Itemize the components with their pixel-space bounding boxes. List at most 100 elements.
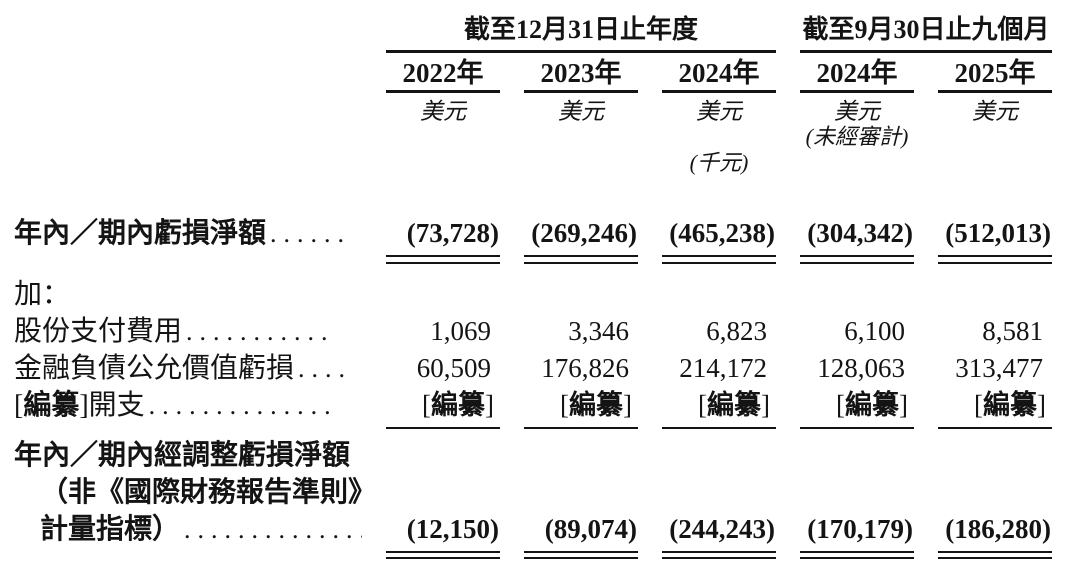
value-cell bbox=[362, 276, 500, 313]
table-row: 加： bbox=[14, 276, 1080, 313]
row-label: 計量指標）.............. bbox=[14, 511, 362, 560]
scale-note-cell: (千元) bbox=[638, 151, 776, 175]
unit-cell: 美元 bbox=[776, 99, 914, 125]
value-cell: 3,346 bbox=[500, 313, 638, 350]
row-label-part: [ bbox=[14, 389, 24, 421]
audit-note-cell: (未經審計) bbox=[776, 125, 914, 149]
leader-dots: .............. bbox=[148, 390, 338, 420]
row-label-part: 編纂 bbox=[23, 389, 80, 421]
column-year: 2025年 bbox=[938, 60, 1052, 94]
cell-value: 214,172 bbox=[679, 352, 767, 383]
cell-value: (244,243) bbox=[669, 513, 775, 544]
column-unit: 美元 bbox=[696, 99, 742, 125]
cell-value: 8,581 bbox=[982, 315, 1043, 346]
value-cell bbox=[776, 437, 914, 474]
table-row: [編纂]開支.............. [編纂] [編纂] [編纂] [編纂] [編纂] bbox=[14, 387, 1080, 429]
year-cell: 2024年 bbox=[638, 60, 776, 94]
value-cell bbox=[776, 474, 914, 511]
double-rule bbox=[386, 255, 500, 264]
column-unit: 美元 bbox=[834, 99, 880, 125]
year-cell: 2025年 bbox=[914, 60, 1052, 94]
value-cell bbox=[914, 437, 1052, 474]
value-cell: [編纂] bbox=[638, 387, 776, 429]
column-group-label: 截至9月30日止九個月 bbox=[800, 14, 1052, 54]
table-row: 計量指標）.............. (12,150) (89,074) (244,… bbox=[14, 511, 1080, 560]
value-cell: (12,150) bbox=[362, 511, 500, 560]
scale-note-cell bbox=[776, 151, 914, 175]
value-cell bbox=[914, 276, 1052, 313]
single-rule bbox=[386, 426, 500, 429]
value-cell bbox=[500, 437, 638, 474]
double-rule bbox=[800, 550, 914, 560]
double-rule bbox=[800, 255, 914, 264]
row-label: （非《國際財務報告準則》 bbox=[14, 474, 362, 511]
row-label: 金融負債公允價值虧損.... bbox=[14, 350, 362, 387]
table-row: （非《國際財務報告準則》 bbox=[14, 474, 1080, 511]
cell-value: 6,823 bbox=[706, 315, 767, 346]
value-cell: 1,069 bbox=[362, 313, 500, 350]
column-year: 2022年 bbox=[386, 60, 500, 94]
row-label-part: （非《國際財務報告準則》 bbox=[40, 476, 362, 508]
redacted-text: 編纂 bbox=[845, 389, 899, 420]
cell-value: [編纂] bbox=[836, 389, 908, 420]
value-cell: 60,509 bbox=[362, 350, 500, 387]
unit-cell: 美元 bbox=[362, 99, 500, 125]
row-label: 股份支付費用........... bbox=[14, 313, 362, 350]
year-cell: 2024年 bbox=[776, 60, 914, 94]
value-cell bbox=[362, 474, 500, 511]
value-cell: (73,728) bbox=[362, 215, 500, 264]
double-rule bbox=[662, 550, 776, 560]
value-cell bbox=[914, 474, 1052, 511]
value-cell: 176,826 bbox=[500, 350, 638, 387]
table-row: 股份支付費用........... 1,069 3,346 6,823 6,100 8,5… bbox=[14, 313, 1080, 350]
row-label-part: 股份支付費用 bbox=[14, 315, 183, 347]
double-rule bbox=[386, 550, 500, 560]
cell-value: (170,179) bbox=[807, 513, 913, 544]
header-spacer bbox=[14, 125, 362, 149]
cell-value: 3,346 bbox=[568, 315, 629, 346]
column-group-header: 截至12月31日止年度 bbox=[362, 14, 776, 54]
column-unit: 美元 bbox=[420, 99, 466, 125]
column-unit: 美元 bbox=[972, 99, 1018, 125]
single-rule bbox=[938, 426, 1052, 429]
single-rule bbox=[524, 426, 638, 429]
cell-value: (89,074) bbox=[544, 513, 637, 544]
value-cell bbox=[500, 474, 638, 511]
value-cell: 6,100 bbox=[776, 313, 914, 350]
year-cell: 2023年 bbox=[500, 60, 638, 94]
value-cell: (465,238) bbox=[638, 215, 776, 264]
value-cell: 128,063 bbox=[776, 350, 914, 387]
year-cell: 2022年 bbox=[362, 60, 500, 94]
cell-value: 313,477 bbox=[955, 352, 1043, 383]
unit-cell: 美元 bbox=[638, 99, 776, 125]
column-unit: 美元 bbox=[558, 99, 604, 125]
row-label: [編纂]開支.............. bbox=[14, 387, 362, 429]
scale-note-cell bbox=[500, 151, 638, 175]
value-cell: (89,074) bbox=[500, 511, 638, 560]
header-group-row: 截至12月31日止年度 截至9月30日止九個月 bbox=[14, 14, 1080, 54]
value-cell: 313,477 bbox=[914, 350, 1052, 387]
value-cell bbox=[500, 276, 638, 313]
scale-note-cell bbox=[362, 151, 500, 175]
cell-value: 1,069 bbox=[430, 315, 491, 346]
value-cell: (269,246) bbox=[500, 215, 638, 264]
cell-value: [編纂] bbox=[698, 389, 770, 420]
value-cell: (304,342) bbox=[776, 215, 914, 264]
unit-cell: 美元 bbox=[914, 99, 1052, 125]
leader-dots: ...... bbox=[270, 219, 352, 249]
cell-value: [編纂] bbox=[560, 389, 632, 420]
row-label-part: 年內／期內虧損淨額 bbox=[14, 218, 267, 250]
header-spacer bbox=[14, 151, 362, 175]
value-cell: [編纂] bbox=[776, 387, 914, 429]
table-row: 金融負債公允價值虧損.... 60,509 176,826 214,172 128,06… bbox=[14, 350, 1080, 387]
cell-value: (12,150) bbox=[406, 513, 499, 544]
row-label-part: ]開支 bbox=[79, 389, 145, 421]
value-cell bbox=[638, 474, 776, 511]
value-cell: [編纂] bbox=[914, 387, 1052, 429]
value-cell bbox=[776, 276, 914, 313]
value-cell: [編纂] bbox=[500, 387, 638, 429]
double-rule bbox=[524, 255, 638, 264]
header-spacer bbox=[14, 60, 362, 93]
value-cell: (244,243) bbox=[638, 511, 776, 560]
